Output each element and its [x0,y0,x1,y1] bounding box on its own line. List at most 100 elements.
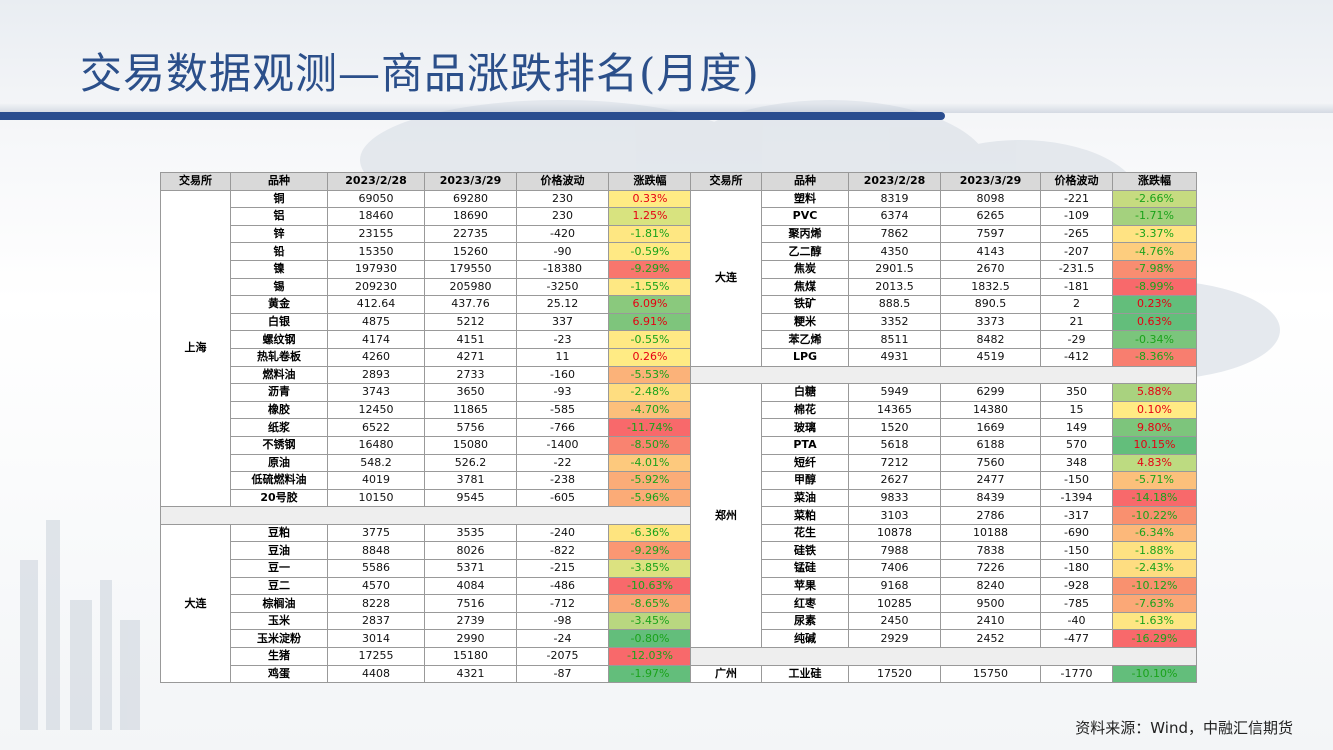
price-start: 23155 [327,224,425,244]
commodity-name: PVC [761,207,849,226]
commodity-name: 纸浆 [230,418,328,437]
price-change: -40 [1040,611,1113,631]
price-start: 69050 [327,189,425,209]
price-end: 3781 [424,471,517,490]
column-header: 涨跌幅 [1112,172,1197,191]
table-row: 广州 工业硅 17520 15750 -1770 -10.10% [690,664,1197,684]
price-change: -486 [516,576,609,596]
column-header: 价格波动 [516,172,609,191]
change-percent: -0.55% [608,330,692,349]
change-percent: -8.65% [608,594,692,613]
exchange-cell: 郑州 [690,383,762,649]
table-row: 尿素 2450 2410 -40 -1.63% [691,611,1197,631]
commodity-name: 焦炭 [761,259,849,279]
change-percent: -1.63% [1112,611,1197,631]
price-change: -238 [516,471,609,490]
price-change: 11 [516,347,609,367]
price-change: -98 [516,611,609,631]
table-row: 上海铜 69050 69280 230 0.33% [160,189,692,508]
price-start: 8511 [848,330,941,349]
price-change: -181 [1040,277,1113,297]
table-row: 黄金 412.64 437.76 25.12 6.09% [161,295,692,314]
commodity-name: 铜 [230,189,328,209]
table-row: 玉米 2837 2739 -98 -3.45% [161,611,692,631]
price-start: 209230 [327,277,425,297]
table-row: 白银 4875 5212 337 6.91% [161,312,692,332]
commodity-name: 沥青 [230,383,328,402]
column-header: 2023/3/29 [424,172,517,191]
change-percent: -5.71% [1112,471,1197,490]
table-row: 花生 10878 10188 -690 -6.34% [691,523,1197,543]
commodity-name: 菜油 [761,488,849,508]
price-start: 10878 [848,523,941,543]
change-percent: 6.91% [608,312,692,332]
change-percent: -3.85% [608,559,692,578]
table-header-row: 交易所 品种 2023/2/28 2023/3/29 价格波动 涨跌幅 [690,172,1197,191]
change-percent: -2.48% [608,383,692,402]
group-separator-row [690,365,1197,385]
table-row: 苯乙烯 8511 8482 -29 -0.34% [691,330,1197,349]
price-change: -766 [516,418,609,437]
price-end: 7560 [940,453,1041,473]
table-row: 低硫燃料油 4019 3781 -238 -5.92% [161,471,692,490]
separator-cell [690,365,1197,385]
change-percent: -0.59% [608,242,692,261]
change-percent: -8.50% [608,435,692,455]
change-percent: -1.97% [608,664,692,684]
table-row: 粳米 3352 3373 21 0.63% [691,312,1197,332]
change-percent: -0.80% [608,629,692,649]
table-row: 鸡蛋 4408 4321 -87 -1.97% [161,664,692,684]
change-percent: -1.88% [1112,541,1197,561]
price-change: -420 [516,224,609,244]
price-start: 6522 [327,418,425,437]
commodity-name: 鸡蛋 [230,664,328,684]
price-change: -2075 [516,647,609,666]
commodity-name: 豆粕 [230,523,328,543]
table-row: 乙二醇 4350 4143 -207 -4.76% [691,242,1197,261]
table-row: 生猪 17255 15180 -2075 -12.03% [161,647,692,666]
price-end: 2670 [940,259,1041,279]
price-start: 888.5 [848,295,941,314]
commodity-name: 纯碱 [761,629,849,649]
price-start: 3103 [848,506,941,525]
price-end: 4271 [424,347,517,367]
price-start: 2013.5 [848,277,941,297]
change-percent: -1.81% [608,224,692,244]
table-row: 豆油 8848 8026 -822 -9.29% [161,541,692,561]
exchange-cell: 广州 [690,664,762,684]
change-percent: 0.10% [1112,400,1197,420]
price-change: 149 [1040,418,1113,437]
price-start: 4931 [848,347,941,367]
price-start: 412.64 [327,295,425,314]
price-end: 18690 [424,207,517,226]
price-start: 8319 [848,189,941,209]
table-row: 棉花 14365 14380 15 0.10% [691,400,1197,420]
separator-cell [160,506,692,525]
table-row: 短纤 7212 7560 348 4.83% [691,453,1197,473]
commodity-name: 白糖 [761,383,849,402]
change-percent: 6.09% [608,295,692,314]
change-percent: -6.34% [1112,523,1197,543]
price-change: -29 [1040,330,1113,349]
price-start: 17255 [327,647,425,666]
change-percent: -7.63% [1112,594,1197,613]
price-change: -90 [516,242,609,261]
price-start: 2837 [327,611,425,631]
table-row: LPG 4931 4519 -412 -8.36% [691,347,1197,367]
price-change: -690 [1040,523,1113,543]
price-end: 15080 [424,435,517,455]
commodity-name: 聚丙烯 [761,224,849,244]
price-end: 5756 [424,418,517,437]
price-end: 205980 [424,277,517,297]
change-percent: -5.96% [608,488,692,508]
price-start: 5586 [327,559,425,578]
column-header: 品种 [761,172,849,191]
price-change: -412 [1040,347,1113,367]
price-start: 2893 [327,365,425,385]
change-percent: -1.55% [608,277,692,297]
change-percent: -12.03% [608,647,692,666]
table-row: 铝 18460 18690 230 1.25% [161,207,692,226]
change-percent: -3.37% [1112,224,1197,244]
price-change: -3250 [516,277,609,297]
table-row: 20号胶 10150 9545 -605 -5.96% [161,488,692,508]
